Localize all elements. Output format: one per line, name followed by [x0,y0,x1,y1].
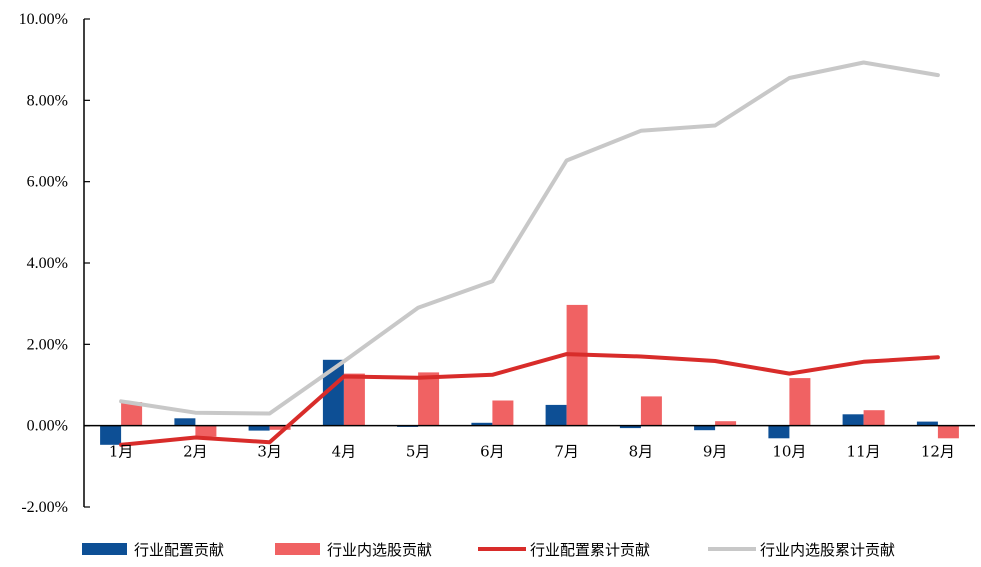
bar-selection-12 [937,425,959,439]
bar-selection-9 [715,421,737,426]
y-tick-labels: -2.00% 0.00% 2.00% 4.00% 6.00% 8.00% 10.00% [19,11,68,516]
x-tick-label: 11月 [847,443,881,461]
bar-allocation-3 [248,425,270,431]
bar-allocation-2 [174,418,196,426]
bar-allocation-7 [545,404,567,426]
legend-swatch-1 [82,543,127,555]
legend-label-3: 行业配置累计贡献 [530,541,650,559]
bar-allocation-12 [916,421,938,426]
bar-selection-11 [863,410,885,426]
bar-selection-3 [269,425,291,430]
bar-selection-2 [195,425,217,437]
bar-allocation-11 [842,414,864,426]
x-tick-label: 2月 [183,443,208,461]
bar-selection-10 [789,378,811,426]
line-allocation-cumulative [119,352,940,447]
y-tick-label: 0.00% [27,418,68,435]
x-tick-label: 3月 [257,443,282,461]
line-selection-cumulative [119,60,940,416]
bar-selection-1 [121,402,143,426]
x-tick-label: 7月 [554,443,579,461]
y-tick-label: 10.00% [19,11,68,28]
bar-selection-8 [640,396,662,426]
x-tick-label: 8月 [629,443,654,461]
lines-layer [119,60,940,447]
bar-selection-5 [418,372,440,426]
y-tick-label: 8.00% [27,92,68,109]
x-tick-label: 5月 [406,443,431,461]
bar-allocation-1 [100,425,122,445]
y-tick-label: 2.00% [27,336,68,353]
legend-label-1: 行业配置贡献 [134,541,224,559]
bar-allocation-10 [768,425,790,439]
x-tick-label: 1月 [109,443,134,461]
bars-layer [100,304,959,445]
bar-allocation-4 [322,359,344,426]
legend-label-4: 行业内选股累计贡献 [760,541,895,559]
bar-selection-4 [343,373,365,426]
legend-label-2: 行业内选股贡献 [327,541,432,559]
bar-allocation-6 [471,422,493,426]
bar-allocation-8 [619,425,641,429]
y-tick-label: -2.00% [21,499,68,516]
bar-selection-6 [492,400,514,426]
x-tick-label: 6月 [480,443,505,461]
axes-layer [83,18,975,508]
bar-allocation-9 [694,425,716,431]
legend: 行业配置贡献 行业内选股贡献 行业配置累计贡献 行业内选股累计贡献 [82,541,895,559]
y-tick-label: 4.00% [27,255,68,272]
y-tick-label: 6.00% [27,174,68,191]
bar-selection-7 [566,304,588,426]
x-category-labels: 1月 2月 3月 4月 5月 6月 7月 8月 9月 10月 11月 12月 [109,443,955,461]
x-tick-label: 4月 [332,443,357,461]
legend-swatch-2 [275,543,320,555]
x-tick-label: 12月 [921,443,955,461]
x-tick-label: 9月 [703,443,728,461]
x-tick-label: 10月 [772,443,806,461]
